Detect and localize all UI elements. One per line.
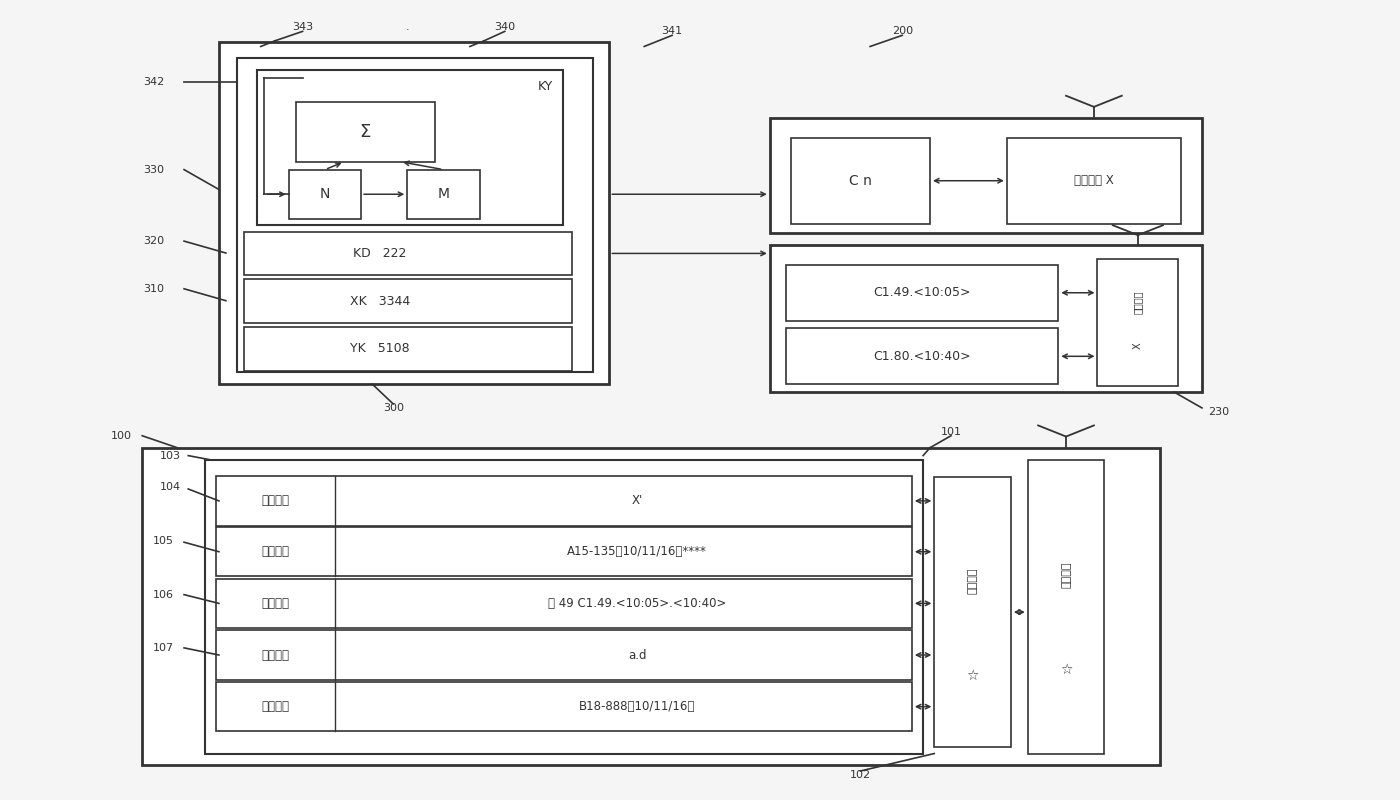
Bar [934,477,1011,747]
Text: 103: 103 [160,450,181,461]
Text: .: . [406,22,409,32]
Bar [787,329,1058,384]
Text: 通信单元: 通信单元 [1061,562,1071,588]
Text: a.d: a.d [629,649,647,662]
Text: 100: 100 [111,430,132,441]
Text: C1.49.<10:05>: C1.49.<10:05> [874,286,972,299]
Text: M: M [437,187,449,202]
Bar [244,327,571,370]
Bar [216,682,911,731]
Text: 230: 230 [1208,407,1229,417]
Bar [1007,138,1182,224]
Bar [770,118,1203,233]
Text: 信息单元: 信息单元 [262,597,290,610]
Text: KY: KY [538,80,553,93]
Bar [237,58,592,372]
Text: 341: 341 [662,26,683,35]
Text: 104: 104 [160,482,181,492]
Bar [244,279,571,323]
Bar [244,231,571,275]
Bar [295,102,435,162]
Text: 呼叫信号: 呼叫信号 [1133,290,1142,314]
Text: C1.80.<10:40>: C1.80.<10:40> [874,350,972,363]
Text: 102: 102 [850,770,871,780]
Text: 330: 330 [143,165,164,174]
Text: 注册单元: 注册单元 [262,700,290,713]
Bar [143,448,1161,766]
Bar [216,476,911,526]
Text: 200: 200 [892,26,913,35]
Text: 甲 49 C1.49.<10:05>.<10:40>: 甲 49 C1.49.<10:05>.<10:40> [547,597,727,610]
Text: 备注单元: 备注单元 [262,649,290,662]
Text: 响应单元: 响应单元 [262,494,290,507]
Text: C n: C n [848,174,872,188]
Text: 320: 320 [143,236,164,246]
Text: 300: 300 [382,403,403,413]
Text: X': X' [631,494,643,507]
Text: ☆: ☆ [1060,663,1072,677]
Text: X: X [1133,342,1142,350]
Text: ☆: ☆ [966,669,979,682]
Text: XK   3344: XK 3344 [350,294,410,307]
Bar [1098,258,1179,386]
Text: 106: 106 [153,590,174,600]
Text: B18-888（10/11/16）: B18-888（10/11/16） [580,700,696,713]
Text: 控制单元: 控制单元 [967,567,977,594]
Bar [288,170,361,219]
Bar [204,459,923,754]
Bar [770,245,1203,392]
Text: 101: 101 [941,426,962,437]
Text: 343: 343 [293,22,314,32]
Bar [791,138,930,224]
Text: 340: 340 [494,22,515,32]
Text: Σ: Σ [360,123,371,141]
Text: YK   5108: YK 5108 [350,342,410,355]
Text: N: N [319,187,330,202]
Text: 105: 105 [153,536,174,546]
Text: 107: 107 [153,643,174,653]
Text: 342: 342 [143,78,164,87]
Text: KD   222: KD 222 [353,247,406,260]
Text: A15-135〈10/11/16〉****: A15-135〈10/11/16〉**** [567,546,707,558]
Bar [1028,459,1105,754]
Text: 呼叫信号 X: 呼叫信号 X [1074,174,1114,187]
Bar [216,578,911,628]
Bar [216,527,911,576]
Bar [216,630,911,680]
Bar [407,170,480,219]
Bar [218,42,609,384]
Bar [787,265,1058,321]
Bar [256,70,563,226]
Text: 310: 310 [143,284,164,294]
Text: 密锁单元: 密锁单元 [262,546,290,558]
